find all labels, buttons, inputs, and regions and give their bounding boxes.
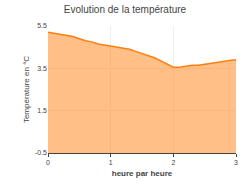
svg-text:3: 3 <box>234 159 238 166</box>
svg-text:1.5: 1.5 <box>37 107 47 114</box>
svg-text:Evolution de la température: Evolution de la température <box>64 4 187 15</box>
svg-text:5.5: 5.5 <box>37 22 47 29</box>
svg-text:1: 1 <box>109 159 113 166</box>
svg-text:0: 0 <box>46 159 50 166</box>
svg-text:heure par heure: heure par heure <box>112 169 173 178</box>
svg-text:-0.5: -0.5 <box>35 149 47 156</box>
svg-text:3.5: 3.5 <box>37 65 47 72</box>
svg-text:Température en °C: Température en °C <box>22 56 31 123</box>
svg-text:2: 2 <box>171 159 175 166</box>
